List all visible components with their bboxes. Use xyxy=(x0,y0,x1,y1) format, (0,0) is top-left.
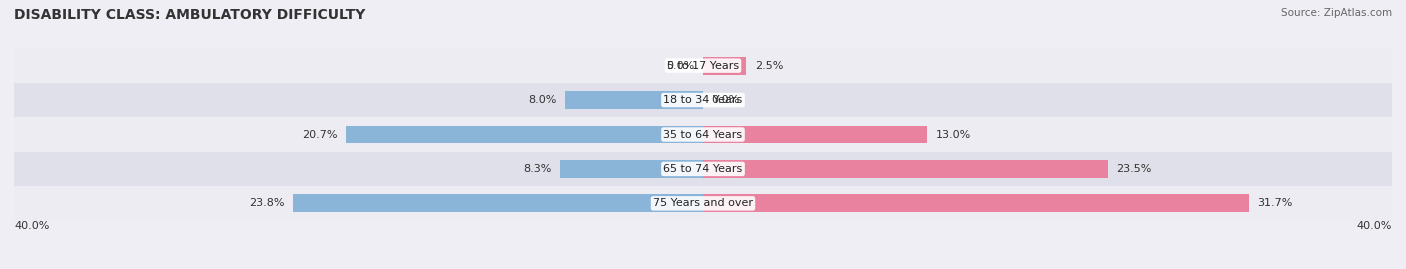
Text: 0.0%: 0.0% xyxy=(666,61,695,71)
Bar xyxy=(703,57,747,75)
Bar xyxy=(14,83,1392,117)
Bar xyxy=(14,152,1392,186)
Text: 2.5%: 2.5% xyxy=(755,61,783,71)
Text: 23.8%: 23.8% xyxy=(249,198,284,208)
Text: 8.0%: 8.0% xyxy=(529,95,557,105)
Text: 0.0%: 0.0% xyxy=(711,95,740,105)
Bar xyxy=(703,126,927,143)
Text: 5 to 17 Years: 5 to 17 Years xyxy=(666,61,740,71)
Text: DISABILITY CLASS: AMBULATORY DIFFICULTY: DISABILITY CLASS: AMBULATORY DIFFICULTY xyxy=(14,8,366,22)
Text: 18 to 34 Years: 18 to 34 Years xyxy=(664,95,742,105)
Bar xyxy=(560,160,703,178)
Bar xyxy=(14,186,1392,221)
Text: 23.5%: 23.5% xyxy=(1116,164,1152,174)
Bar xyxy=(292,194,703,212)
Text: 35 to 64 Years: 35 to 64 Years xyxy=(664,129,742,140)
Text: Source: ZipAtlas.com: Source: ZipAtlas.com xyxy=(1281,8,1392,18)
Bar xyxy=(703,194,1249,212)
Text: 8.3%: 8.3% xyxy=(523,164,551,174)
Text: 40.0%: 40.0% xyxy=(1357,221,1392,231)
Text: 65 to 74 Years: 65 to 74 Years xyxy=(664,164,742,174)
Bar xyxy=(14,48,1392,83)
Text: 13.0%: 13.0% xyxy=(935,129,970,140)
Text: 75 Years and over: 75 Years and over xyxy=(652,198,754,208)
Bar xyxy=(703,160,1108,178)
Text: 31.7%: 31.7% xyxy=(1257,198,1294,208)
Bar xyxy=(565,91,703,109)
Bar xyxy=(346,126,703,143)
Text: 20.7%: 20.7% xyxy=(302,129,337,140)
Bar xyxy=(14,117,1392,152)
Text: 40.0%: 40.0% xyxy=(14,221,49,231)
